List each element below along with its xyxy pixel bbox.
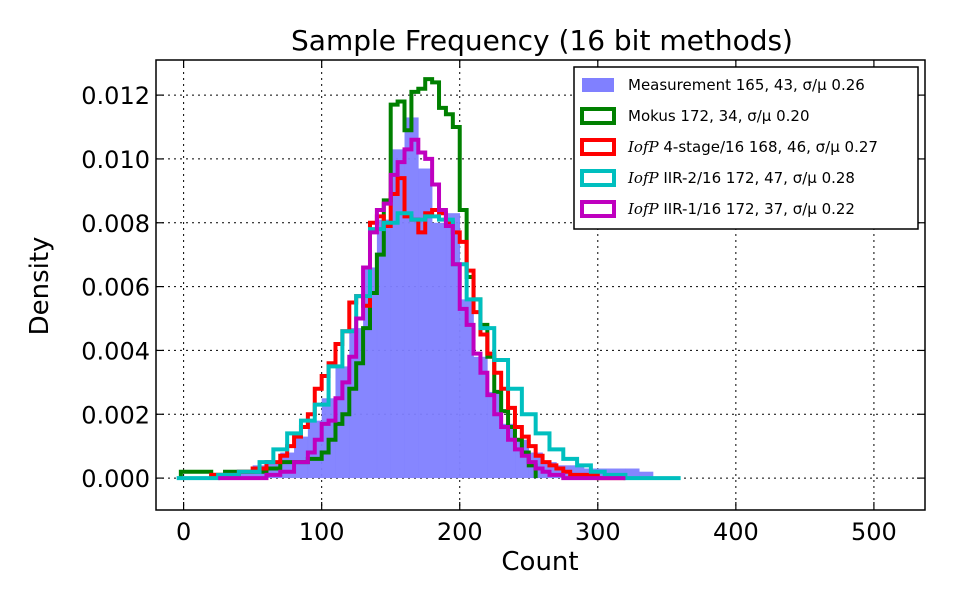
histogram-bar — [238, 471, 253, 479]
series-line-2 — [209, 176, 626, 481]
legend-swatch — [580, 169, 616, 187]
legend-box — [573, 66, 919, 230]
histogram-bar — [349, 328, 364, 479]
y-tick-label: 0.006 — [81, 274, 150, 302]
legend-swatch — [580, 200, 616, 218]
legend-label-prefix: IofP — [627, 138, 663, 156]
legend-label-text: Measurement 165, 43, σ/μ 0.26 — [628, 76, 865, 94]
y-tick-label: 0.002 — [81, 401, 150, 429]
series-line-4 — [218, 137, 626, 481]
legend-label: IofP IIR-2/16 172, 47, σ/μ 0.28 — [627, 169, 855, 187]
legend-swatch — [582, 78, 614, 92]
y-tick-label: 0.008 — [81, 210, 150, 238]
x-tick-label: 500 — [851, 518, 897, 546]
legend-label-text: 4-stage/16 168, 46, σ/μ 0.27 — [663, 138, 878, 156]
plot-frame — [155, 59, 926, 511]
histogram-bar — [376, 219, 392, 479]
histogram-bar — [432, 222, 447, 479]
histogram-bar — [445, 213, 461, 479]
histogram-bar — [404, 117, 419, 479]
y-tick-label: 0.012 — [81, 82, 150, 110]
x-tick-label: 100 — [299, 518, 345, 546]
legend-label: IofP IIR-1/16 172, 37, σ/μ 0.22 — [627, 200, 855, 218]
histogram-bar — [294, 436, 309, 479]
x-tick-label: 300 — [575, 518, 621, 546]
histogram-bar — [390, 149, 405, 479]
legend-label-prefix: IofP — [627, 169, 663, 187]
legend-label: Mokus 172, 34, σ/μ 0.20 — [628, 107, 810, 125]
legend-label-text: IIR-1/16 172, 37, σ/μ 0.22 — [663, 200, 855, 218]
legend-label-text: Mokus 172, 34, σ/μ 0.20 — [628, 107, 810, 125]
legend-label: IofP 4-stage/16 168, 46, σ/μ 0.27 — [627, 138, 878, 156]
y-tick-label: 0.000 — [81, 465, 150, 493]
legend-label-prefix: IofP — [627, 200, 663, 218]
x-axis-title: Count — [501, 547, 578, 577]
plot-area: 0 100 200 300 400 500 0.000 0.002 0.004 0.006 0.00… — [81, 59, 926, 546]
histogram-bar — [363, 267, 378, 479]
histogram-bar — [625, 468, 640, 479]
x-tick-label: 0 — [176, 518, 191, 546]
y-tick-label: 0.004 — [81, 337, 150, 365]
y-tick-label: 0.010 — [81, 146, 150, 174]
histogram-bar — [418, 168, 433, 479]
histogram-bar — [639, 471, 654, 479]
y-axis-title: Density — [25, 237, 55, 336]
x-tick-label: 400 — [713, 518, 759, 546]
chart-title: Sample Frequency (16 bit methods) — [291, 24, 793, 57]
histogram-bar — [473, 356, 488, 479]
histogram-bar — [501, 423, 516, 479]
legend-swatch — [580, 138, 616, 156]
legend-swatch — [580, 107, 616, 125]
x-tick-label: 200 — [437, 518, 483, 546]
legend: Measurement 165, 43, σ/μ 0.26 Mokus 172, … — [573, 66, 919, 230]
legend-label-text: IIR-2/16 172, 47, σ/μ 0.28 — [663, 169, 855, 187]
legend-label: Measurement 165, 43, σ/μ 0.26 — [628, 76, 865, 94]
series-group — [176, 77, 681, 481]
series-line-3 — [176, 211, 681, 481]
histogram-bar — [459, 299, 474, 479]
